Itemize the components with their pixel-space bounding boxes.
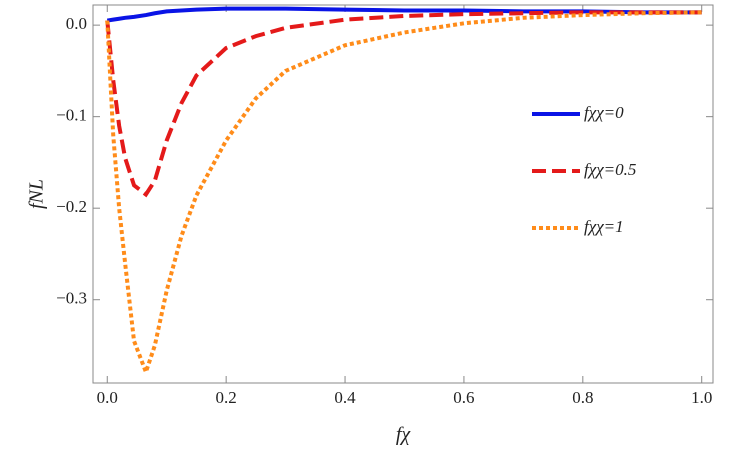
x-tick-label: 0.4 [334,388,356,407]
y-tick-label: −0.1 [56,106,87,125]
x-tick-label: 0.0 [97,388,118,407]
y-tick-label: −0.2 [56,197,87,216]
y-tick-label: 0.0 [66,14,87,33]
x-tick-label: 0.6 [453,388,474,407]
y-axis-label: fNL [26,179,48,209]
legend-label: fχχ=0 [584,103,624,122]
plot-frame [92,4,714,384]
x-tick-label: 1.0 [691,388,712,407]
y-tick-label: −0.3 [56,289,87,308]
series-line [105,10,702,198]
legend-label: fχχ=1 [584,217,624,236]
x-tick-label: 0.2 [216,388,237,407]
x-axis-label: fχ [396,424,412,446]
series-line [105,10,702,378]
x-tick-label: 0.8 [572,388,593,407]
series-line [106,6,702,23]
legend-label: fχχ=0.5 [584,160,636,179]
